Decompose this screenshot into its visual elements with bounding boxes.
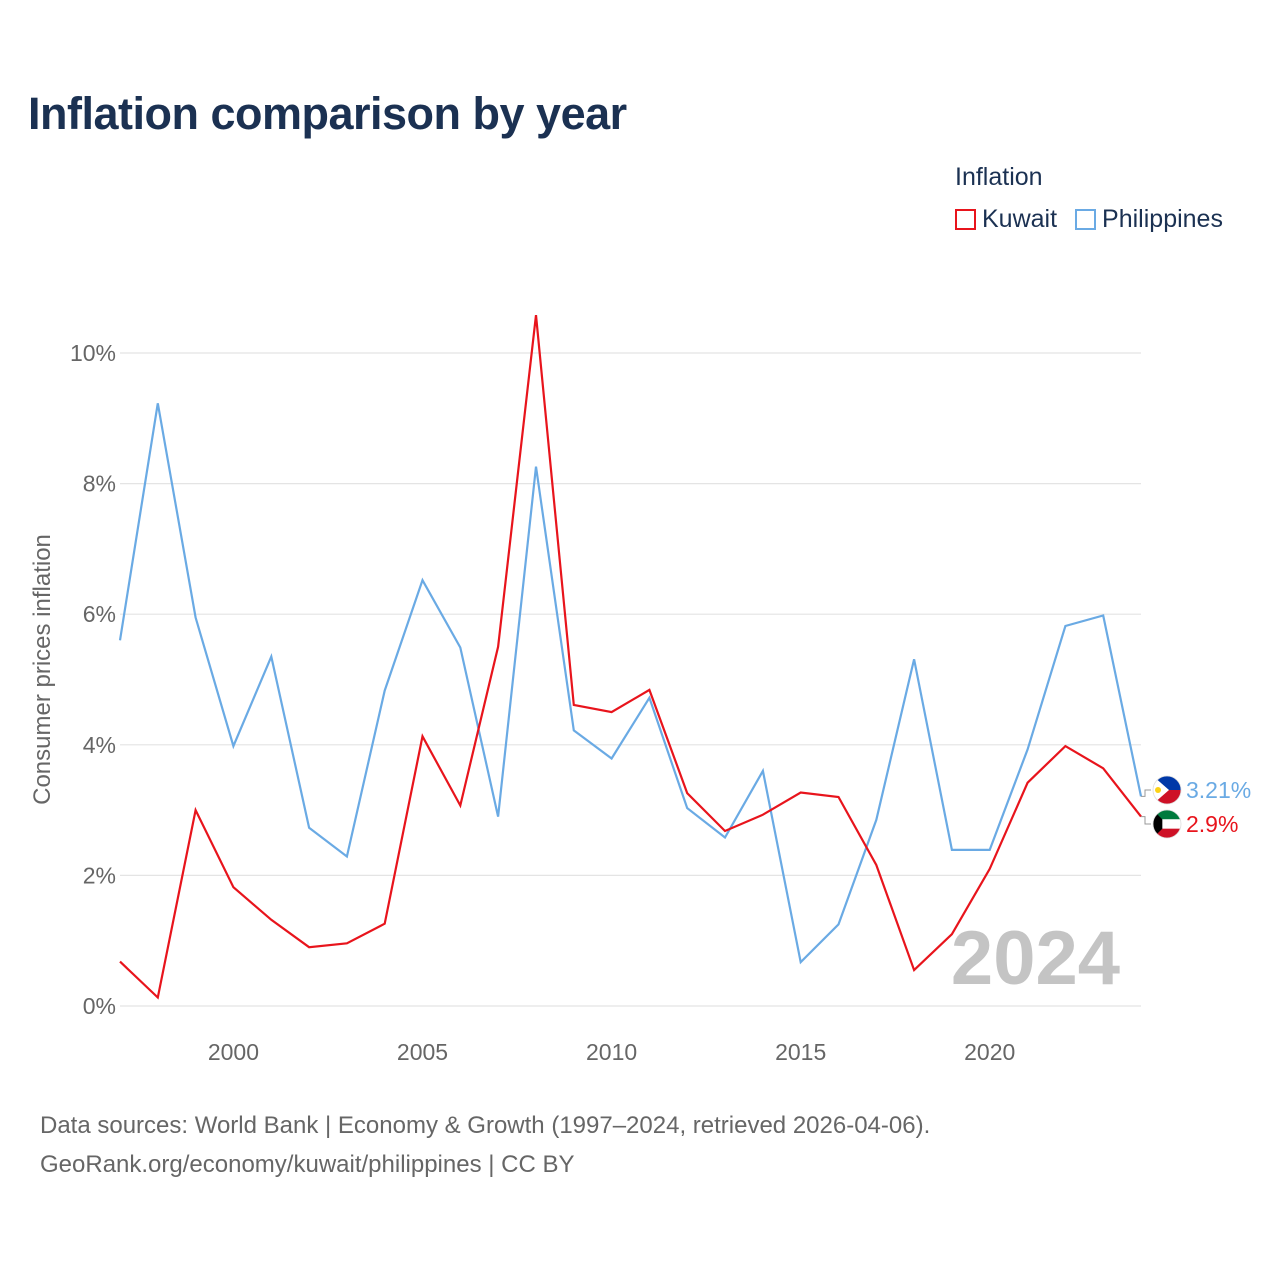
y-tick-label: 2% bbox=[83, 862, 116, 888]
legend-swatch-philippines bbox=[1075, 209, 1097, 230]
y-tick-label: 0% bbox=[83, 993, 116, 1019]
flag-kuwait-icon bbox=[1152, 809, 1182, 839]
legend-item-kuwait[interactable]: Kuwait bbox=[955, 205, 1057, 234]
legend-label-philippines: Philippines bbox=[1102, 205, 1223, 233]
x-tick-label: 2015 bbox=[775, 1039, 826, 1065]
legend-item-philippines[interactable]: Philippines bbox=[1075, 205, 1223, 234]
series-line-kuwait bbox=[119, 314, 1142, 1000]
x-tick-label: 2005 bbox=[397, 1039, 448, 1065]
y-tick-label: 10% bbox=[70, 340, 116, 366]
legend-title: Inflation bbox=[955, 163, 1043, 191]
legend: Kuwait Philippines bbox=[955, 205, 1223, 234]
x-tick-label: 2020 bbox=[964, 1039, 1015, 1065]
end-label-connector-philippines bbox=[1141, 789, 1151, 797]
y-tick-label: 8% bbox=[83, 471, 116, 497]
year-watermark: 2024 bbox=[951, 916, 1120, 1001]
source-note: Data sources: World Bank | Economy & Gro… bbox=[40, 1106, 930, 1184]
series-line-philippines bbox=[118, 403, 1143, 965]
y-tick-label: 4% bbox=[83, 732, 116, 758]
flag-philippines-icon bbox=[1152, 775, 1182, 805]
end-value-label-kuwait: 2.9% bbox=[1186, 811, 1238, 837]
y-tick-label: 6% bbox=[83, 601, 116, 627]
x-tick-label: 2000 bbox=[208, 1039, 259, 1065]
legend-swatch-kuwait bbox=[955, 209, 976, 230]
x-tick-label: 2010 bbox=[586, 1039, 637, 1065]
source-line-2[interactable]: GeoRank.org/economy/kuwait/philippines |… bbox=[40, 1151, 575, 1178]
end-value-label-philippines: 3.21% bbox=[1186, 777, 1251, 803]
y-axis-label: Consumer prices inflation bbox=[29, 534, 56, 805]
legend-label-kuwait: Kuwait bbox=[982, 205, 1058, 233]
page-title: Inflation comparison by year bbox=[28, 88, 627, 139]
end-label-connector-kuwait bbox=[1141, 816, 1151, 825]
source-line-1: Data sources: World Bank | Economy & Gro… bbox=[40, 1112, 931, 1139]
